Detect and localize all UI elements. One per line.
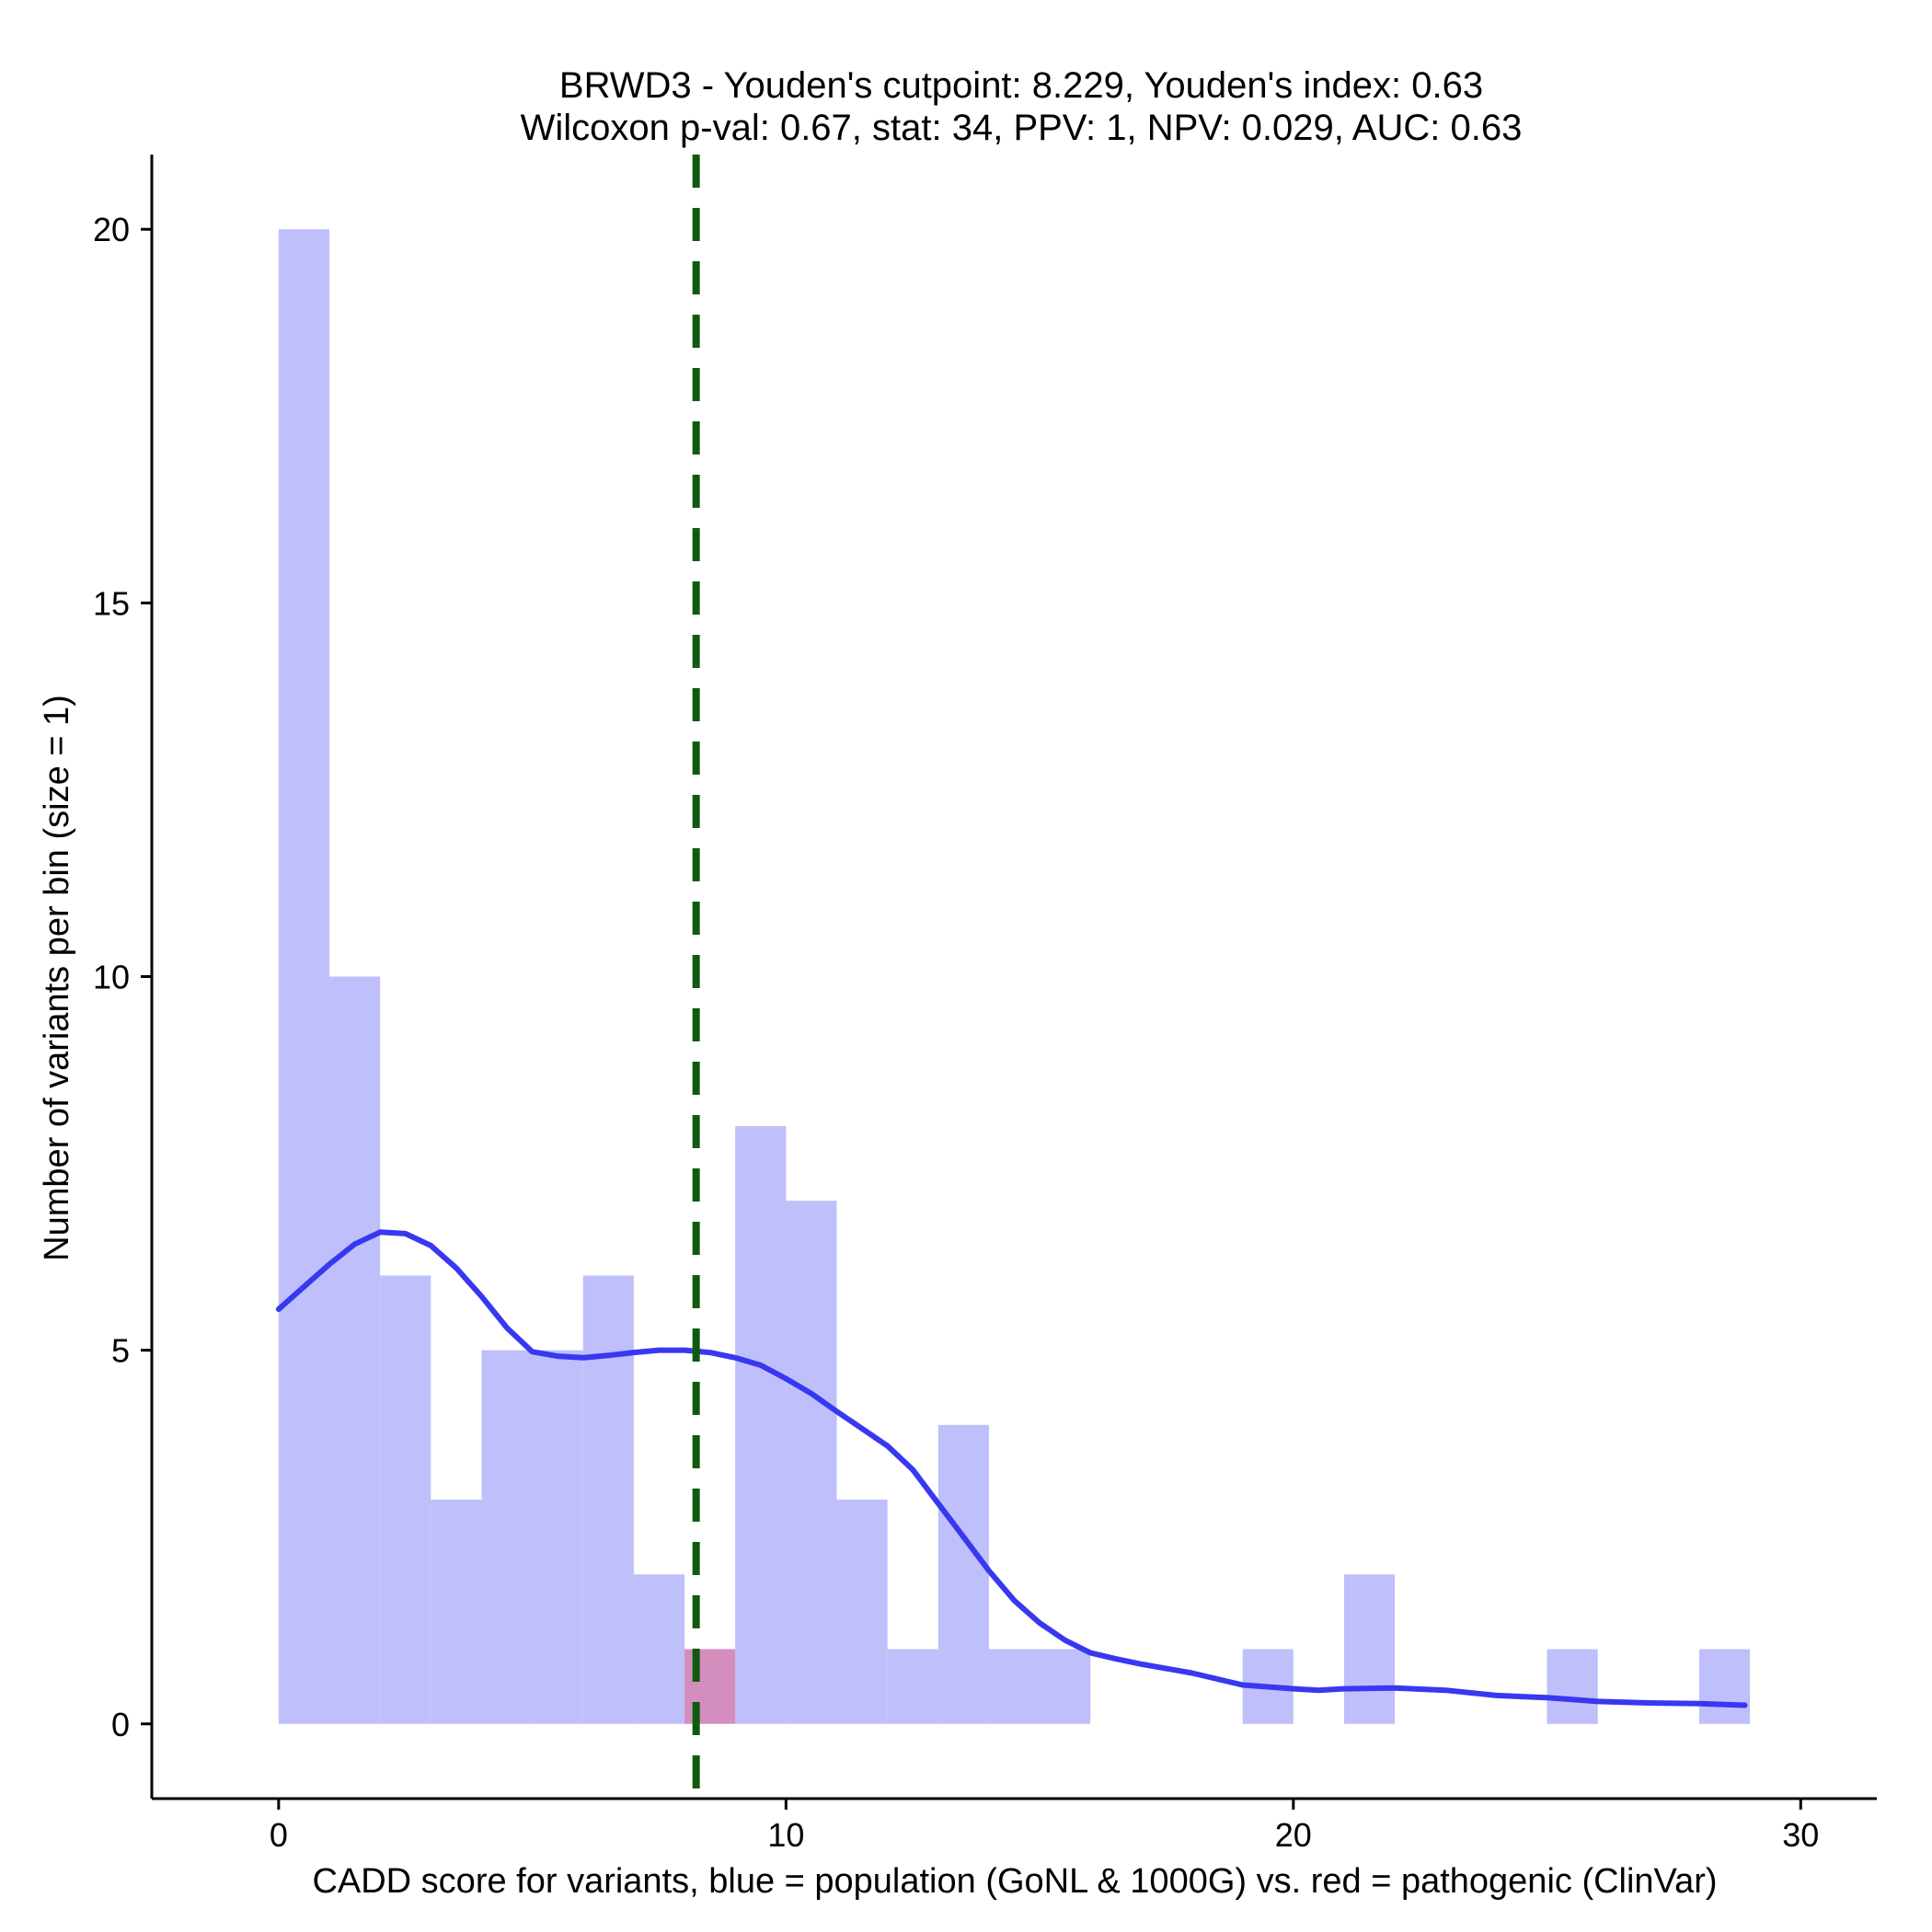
population-bar [481, 1350, 533, 1724]
population-bar [278, 229, 330, 1724]
population-bar [329, 976, 381, 1724]
population-bar [582, 1275, 634, 1724]
x-axis-ticks: 0 10 20 30 [270, 1799, 1819, 1854]
population-bar [887, 1649, 938, 1724]
pathogenic-bar [684, 1649, 736, 1724]
density-curve [275, 1229, 1748, 1708]
population-bar [633, 1574, 685, 1724]
population-bar [1547, 1649, 1598, 1724]
y-axis-ticks: 0 5 10 15 20 [93, 211, 152, 1743]
population-bar [431, 1500, 482, 1724]
chart-title-line1: BRWD3 - Youden's cutpoint: 8.229, Youden… [559, 65, 1483, 106]
population-bar [380, 1275, 431, 1724]
density-layer [275, 1229, 1748, 1708]
x-tick-label: 20 [1275, 1816, 1312, 1854]
chart-title-line2: Wilcoxon p-val: 0.67, stat: 34, PPV: 1, … [521, 108, 1523, 148]
population-bar [836, 1500, 888, 1724]
population-bar [735, 1125, 787, 1724]
population-bar [1343, 1574, 1396, 1724]
population-bar [532, 1350, 583, 1724]
y-tick-label: 20 [93, 211, 130, 248]
y-axis-label: Number of variants per bin (size = 1) [38, 695, 76, 1261]
population-bar [937, 1424, 989, 1724]
x-tick-label: 30 [1782, 1816, 1819, 1854]
y-tick-label: 10 [93, 959, 130, 996]
y-tick-label: 0 [111, 1706, 130, 1743]
x-tick-label: 0 [270, 1816, 288, 1854]
population-bar [1698, 1649, 1751, 1724]
population-bar [1040, 1649, 1091, 1724]
population-bar [988, 1649, 1041, 1724]
x-axis-label: CADD score for variants, blue = populati… [312, 1862, 1717, 1901]
y-tick-label: 15 [93, 584, 130, 622]
y-tick-label: 5 [111, 1332, 130, 1370]
bars-layer [278, 229, 1751, 1724]
population-bar [786, 1201, 837, 1724]
x-tick-label: 10 [767, 1816, 804, 1854]
